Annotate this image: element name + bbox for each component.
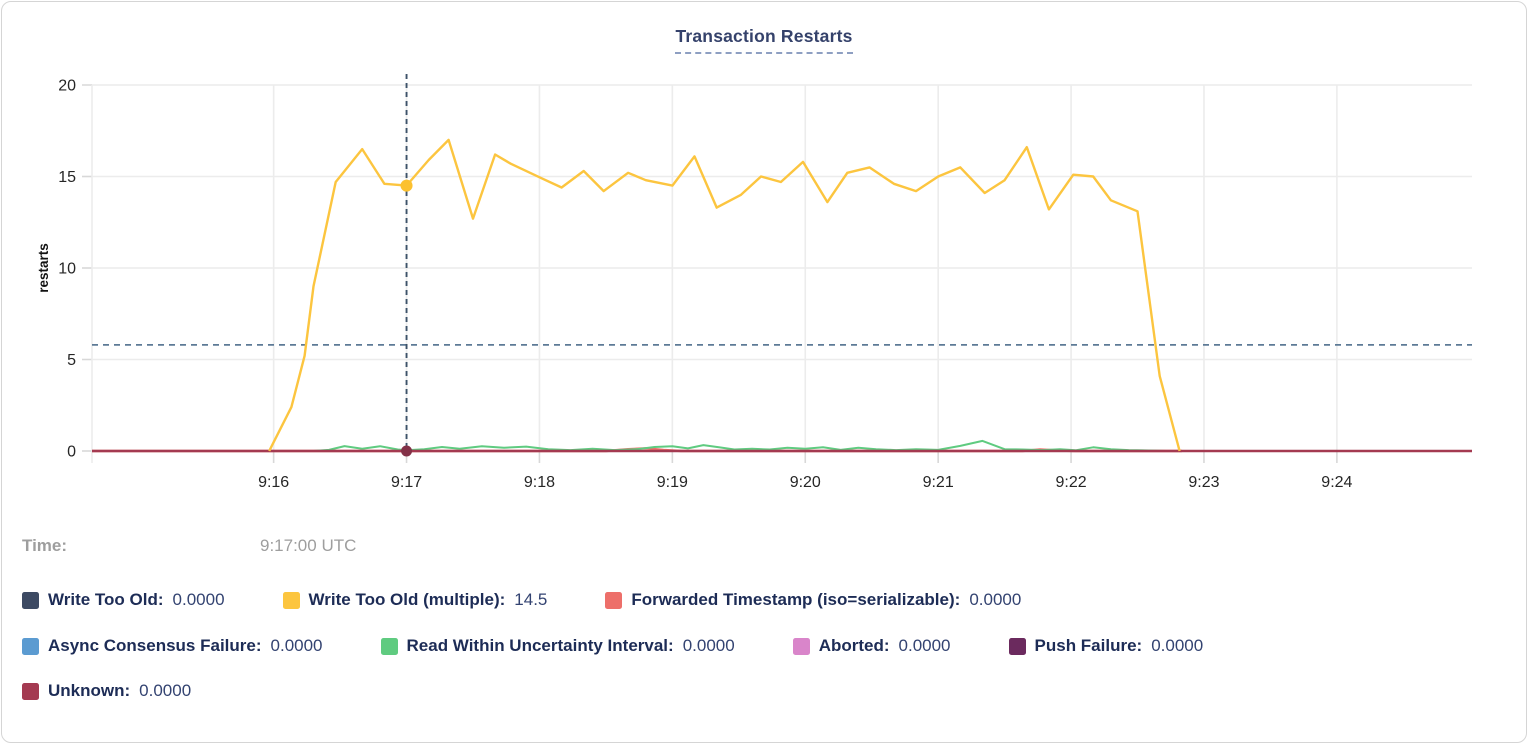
legend-label: Write Too Old (multiple): [308, 590, 506, 609]
x-tick-label: 9:20 [790, 474, 821, 491]
legend-row: Write Too Old: 0.0000 Write Too Old (multi… [22, 590, 1021, 610]
transaction-restarts-chart[interactable]: 0 5 10 15 20 9:16 9:17 9:18 9:19 9:20 9:21 9:22 9:23… [2, 2, 1527, 512]
y-tick-label: 0 [67, 444, 76, 461]
legend-label: Forwarded Timestamp (iso=serializable): [631, 590, 961, 609]
legend-item-forwarded-timestamp-iso-serializable: Forwarded Timestamp (iso=serializable): 0… [605, 590, 1021, 610]
legend-item-write-too-old: Write Too Old: 0.0000 [22, 590, 225, 610]
legend-label: Read Within Uncertainty Interval: [406, 636, 674, 655]
legend-swatch-icon [792, 637, 810, 655]
legend-row: Unknown: 0.0000 [22, 681, 191, 701]
hover-point-write-too-old-multiple [400, 179, 413, 192]
series-lines [92, 138, 1472, 453]
x-tick-label: 9:21 [923, 474, 954, 491]
legend-value: 0.0000 [1151, 636, 1204, 655]
legend-swatch-icon [22, 637, 39, 655]
legend-item-aborted: Aborted: 0.0000 [792, 636, 951, 656]
legend-swatch-icon [1008, 637, 1026, 655]
x-tick-label: 9:23 [1188, 474, 1219, 491]
legend-label: Unknown: [48, 681, 131, 700]
legend-value: 0.0000 [682, 636, 735, 655]
legend-value: 0.0000 [969, 590, 1022, 609]
y-tick-label: 10 [58, 261, 76, 278]
legend-value: 0.0000 [172, 590, 225, 609]
legend-label: Aborted: [818, 636, 890, 655]
legend-item-write-too-old-multiple: Write Too Old (multiple): 14.5 [282, 590, 548, 610]
legend-swatch-icon [282, 591, 300, 609]
chart-title[interactable]: Transaction Restarts [675, 26, 853, 54]
x-tick-label: 9:24 [1321, 474, 1352, 491]
series-line-read-within-uncertainty-interval [313, 439, 1167, 452]
y-tick-label: 5 [67, 352, 76, 369]
legend-item-unknown: Unknown: 0.0000 [22, 681, 191, 701]
time-label: Time: [22, 536, 68, 555]
legend-label: Push Failure: [1034, 636, 1143, 655]
legend-swatch-icon [605, 591, 623, 609]
legend-swatch-icon [22, 682, 39, 700]
y-tick-label: 20 [58, 78, 76, 95]
legend-swatch-icon [380, 637, 398, 655]
x-tick-label: 9:19 [657, 474, 688, 491]
x-tick-label: 9:22 [1055, 474, 1086, 491]
legend-value: 14.5 [514, 590, 548, 609]
legend-value: 0.0000 [898, 636, 951, 655]
x-tick-label: 9:16 [258, 474, 289, 491]
x-tick-label: 9:17 [391, 474, 422, 491]
legend-label: Write Too Old: [48, 590, 164, 609]
hover-time-readout: Time: 9:17:00 UTC [22, 536, 356, 556]
hover-point-unknown [401, 445, 413, 457]
y-tick-label: 15 [58, 169, 76, 186]
legend-item-async-consensus-failure: Async Consensus Failure: 0.0000 [22, 636, 323, 656]
legend-label: Async Consensus Failure: [48, 636, 262, 655]
legend-value: 0.0000 [270, 636, 323, 655]
time-value: 9:17:00 UTC [260, 536, 357, 555]
legend-swatch-icon [22, 591, 39, 609]
legend-item-read-within-uncertainty-interval: Read Within Uncertainty Interval: 0.0000 [380, 636, 735, 656]
legend-item-push-failure: Push Failure: 0.0000 [1008, 636, 1204, 656]
y-axis-title: restarts [36, 243, 51, 293]
legend-row: Async Consensus Failure: 0.0000 Read Withi… [22, 636, 1203, 656]
chart-title-wrap: Transaction Restarts [2, 26, 1526, 54]
legend-value: 0.0000 [139, 681, 192, 700]
axis-labels: 0 5 10 15 20 9:16 9:17 9:18 9:19 9:20 9:21 9:22 9:23… [36, 78, 1353, 492]
x-tick-label: 9:18 [524, 474, 555, 491]
